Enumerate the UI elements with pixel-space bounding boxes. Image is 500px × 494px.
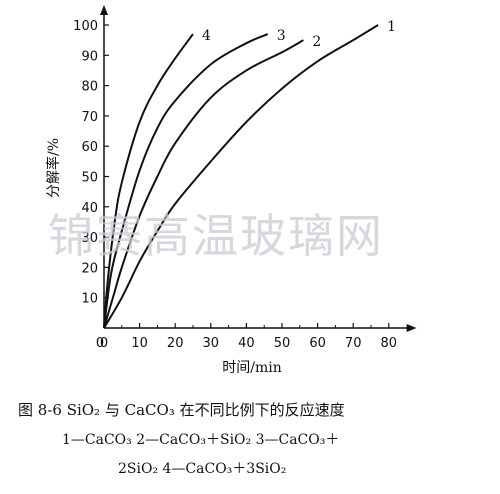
x-tick-label: 60 <box>309 336 326 351</box>
y-tick-label: 40 <box>81 201 98 216</box>
y-axis-title: 分解率/% <box>45 138 62 198</box>
y-tick-label: 80 <box>81 80 98 95</box>
series-line-4 <box>103 33 194 329</box>
y-tick-label: 10 <box>81 292 98 307</box>
x-tick-label: 40 <box>238 336 255 351</box>
x-tick-label: 80 <box>381 336 398 351</box>
y-axis-arrow <box>100 5 108 15</box>
legend-line-2: 2SiO₂ 4—CaCO₃＋3SiO₂ <box>118 461 286 477</box>
series-label-4: 4 <box>202 28 211 44</box>
legend-line-1: 1—CaCO₃ 2—CaCO₃＋SiO₂ 3—CaCO₃＋ <box>62 432 339 448</box>
y-tick-label: 100 <box>73 19 98 34</box>
x-tick-label: 70 <box>345 336 362 351</box>
series-label-3: 3 <box>277 28 286 44</box>
series-line-1 <box>103 24 379 329</box>
series-label-1: 1 <box>387 19 396 35</box>
x-tick-label: 30 <box>203 336 220 351</box>
x-tick-label: 50 <box>274 336 291 351</box>
x-axis-title: 时间/min <box>222 360 282 376</box>
x-tick-label: 0 <box>100 336 108 351</box>
origin-label: 0 <box>96 336 104 351</box>
y-tick-label: 30 <box>81 231 98 246</box>
figure-caption: 图 8-6 SiO₂ 与 CaCO₃ 在不同比例下的反应速度 <box>18 401 345 419</box>
y-tick-label: 60 <box>81 140 98 155</box>
series-line-2 <box>103 39 304 329</box>
x-axis-arrow <box>406 324 417 332</box>
y-tick-label: 70 <box>81 110 98 125</box>
x-tick-label: 10 <box>131 336 148 351</box>
series-line-3 <box>103 33 269 329</box>
x-tick-label: 20 <box>167 336 184 351</box>
y-tick-label: 90 <box>81 49 98 64</box>
watermark-text: 锦赛高温玻璃网 <box>48 209 384 263</box>
series-label-2: 2 <box>312 34 321 50</box>
y-tick-label: 50 <box>81 171 98 186</box>
y-tick-label: 20 <box>81 261 98 276</box>
